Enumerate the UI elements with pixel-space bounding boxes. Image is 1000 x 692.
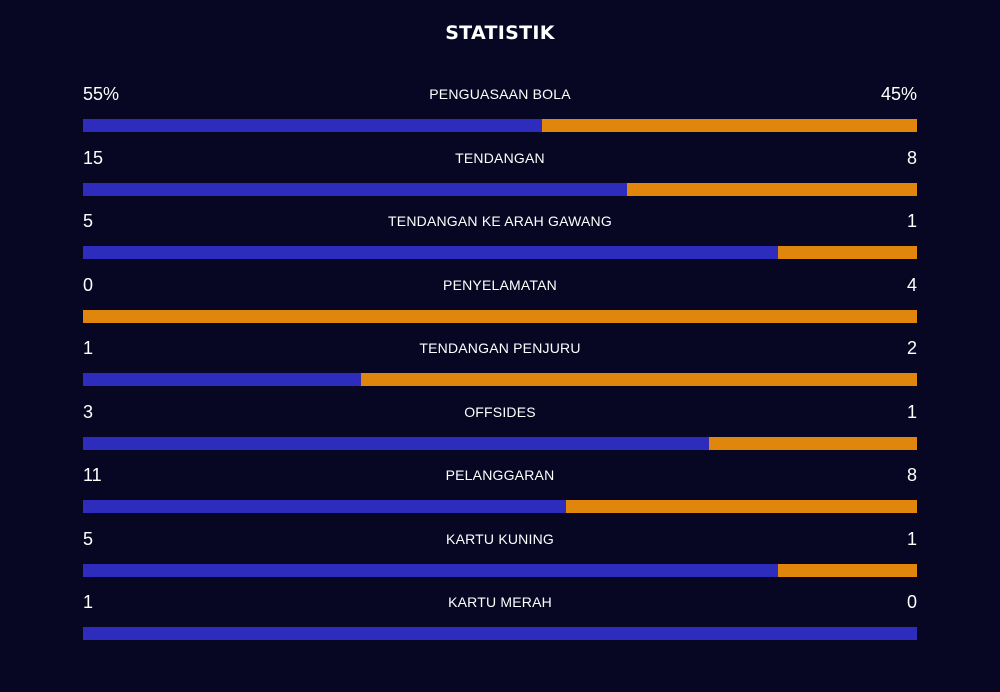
home-value: 55% (83, 84, 120, 104)
stat-label: PENGUASAAN BOLA (429, 86, 571, 102)
stat-label: KARTU KUNING (446, 530, 554, 547)
home-bar-fill (83, 563, 778, 577)
stat-row-fouls: 11 PELANGGARAN 8 (83, 463, 917, 527)
away-bar-fill (708, 436, 917, 450)
home-value: 5 (83, 528, 94, 549)
stat-label: OFFSIDES (464, 403, 536, 420)
home-value: 1 (83, 592, 94, 612)
home-bar-fill (83, 119, 542, 132)
away-bar-fill (541, 119, 917, 132)
stat-row-possession: 55% PENGUASAAN BOLA 45% (83, 82, 917, 146)
home-value: 0 (83, 274, 94, 295)
comparison-bar (83, 563, 917, 577)
away-bar-fill (777, 563, 917, 577)
stat-row-saves: 0 PENYELAMATAN 4 (83, 273, 917, 337)
home-bar-fill (83, 500, 566, 513)
stat-label: KARTU MERAH (448, 594, 552, 610)
stat-row-corners: 1 TENDANGAN PENJURU 2 (83, 336, 917, 400)
away-value: 8 (906, 465, 917, 485)
away-value: 1 (906, 211, 917, 231)
comparison-bar (83, 627, 917, 640)
comparison-bar (83, 182, 917, 196)
home-value: 15 (83, 147, 104, 168)
away-value: 0 (906, 592, 917, 612)
stat-label: PELANGGARAN (445, 467, 555, 483)
away-bar-fill (565, 500, 917, 513)
home-bar-fill (83, 436, 709, 450)
stat-row-yellow-cards: 5 KARTU KUNING 1 (83, 527, 917, 591)
page-title: STATISTIK (445, 22, 555, 44)
stat-label: TENDANGAN KE ARAH GAWANG (388, 213, 612, 229)
away-value: 2 (906, 338, 917, 358)
stat-label: TENDANGAN (455, 149, 545, 166)
home-value: 3 (83, 401, 94, 422)
comparison-bar (83, 309, 917, 323)
comparison-bar (83, 436, 917, 450)
stat-row-shots-on-target: 5 TENDANGAN KE ARAH GAWANG 1 (83, 209, 917, 273)
stat-row-shots: 15 TENDANGAN 8 (83, 146, 917, 210)
comparison-bar (83, 119, 917, 132)
home-value: 11 (83, 465, 102, 485)
stats-list: 55% PENGUASAAN BOLA 45% 15 TENDANGAN 8 5… (83, 82, 917, 654)
away-value: 4 (906, 274, 917, 295)
stat-label: PENYELAMATAN (443, 276, 557, 293)
stat-label: TENDANGAN PENJURU (419, 340, 581, 356)
home-bar-fill (83, 246, 778, 259)
comparison-bar (83, 246, 917, 259)
away-value: 1 (906, 401, 917, 422)
away-bar-fill (360, 373, 917, 386)
home-bar-fill (83, 627, 917, 640)
home-value: 1 (83, 338, 94, 358)
comparison-bar (83, 500, 917, 513)
stat-row-offsides: 3 OFFSIDES 1 (83, 400, 917, 464)
away-value: 8 (906, 147, 917, 168)
home-bar-fill (83, 373, 361, 386)
away-value: 1 (906, 528, 917, 549)
stat-row-red-cards: 1 KARTU MERAH 0 (83, 590, 917, 654)
away-bar-fill (777, 246, 917, 259)
comparison-bar (83, 373, 917, 386)
home-value: 5 (83, 211, 94, 231)
away-bar-fill (83, 309, 917, 323)
away-value: 45% (880, 84, 917, 104)
away-bar-fill (626, 182, 917, 196)
home-bar-fill (83, 182, 627, 196)
